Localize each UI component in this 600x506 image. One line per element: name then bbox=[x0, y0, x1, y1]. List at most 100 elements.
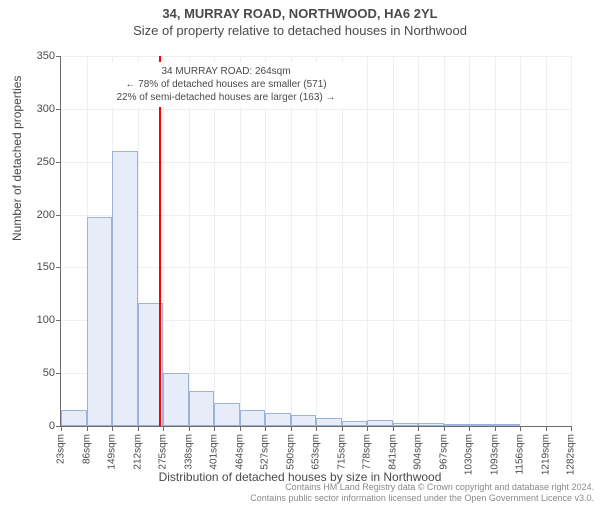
x-tick-mark bbox=[316, 426, 317, 431]
y-tick-label: 300 bbox=[15, 103, 55, 115]
x-tick-label: 23sqm bbox=[56, 434, 67, 464]
grid-horizontal bbox=[61, 109, 571, 110]
grid-horizontal bbox=[61, 267, 571, 268]
histogram-bar bbox=[163, 373, 189, 426]
x-tick-mark bbox=[367, 426, 368, 431]
histogram-bar bbox=[189, 391, 215, 426]
histogram-bar bbox=[265, 413, 291, 426]
y-tick-label: 100 bbox=[15, 314, 55, 326]
reference-line bbox=[159, 56, 161, 426]
x-tick-mark bbox=[444, 426, 445, 431]
x-tick-label: 1093sqm bbox=[489, 434, 500, 475]
x-tick-mark bbox=[291, 426, 292, 431]
y-tick-mark bbox=[56, 109, 61, 110]
x-tick-mark bbox=[495, 426, 496, 431]
grid-vertical bbox=[546, 56, 547, 426]
grid-vertical bbox=[393, 56, 394, 426]
grid-horizontal bbox=[61, 162, 571, 163]
x-tick-mark bbox=[87, 426, 88, 431]
grid-vertical bbox=[240, 56, 241, 426]
x-tick-mark bbox=[112, 426, 113, 431]
x-tick-label: 275sqm bbox=[158, 434, 169, 470]
grid-vertical bbox=[163, 56, 164, 426]
x-tick-label: 715sqm bbox=[336, 434, 347, 470]
chart-title-main: 34, MURRAY ROAD, NORTHWOOD, HA6 2YL bbox=[0, 6, 600, 21]
x-tick-label: 778sqm bbox=[362, 434, 373, 470]
grid-vertical bbox=[367, 56, 368, 426]
grid-vertical bbox=[214, 56, 215, 426]
footer-line-2: Contains public sector information licen… bbox=[250, 493, 594, 504]
y-tick-mark bbox=[56, 373, 61, 374]
x-tick-mark bbox=[189, 426, 190, 431]
histogram-bar bbox=[316, 418, 342, 426]
histogram-bar bbox=[367, 420, 393, 426]
annotation-box: 34 MURRAY ROAD: 264sqm← 78% of detached … bbox=[91, 62, 361, 107]
annotation-line: 22% of semi-detached houses are larger (… bbox=[96, 91, 356, 104]
grid-vertical bbox=[316, 56, 317, 426]
y-tick-mark bbox=[56, 56, 61, 57]
x-tick-mark bbox=[571, 426, 572, 431]
histogram-bar bbox=[469, 424, 495, 426]
grid-vertical bbox=[265, 56, 266, 426]
histogram-bar bbox=[393, 423, 419, 426]
x-tick-label: 904sqm bbox=[413, 434, 424, 470]
y-tick-mark bbox=[56, 267, 61, 268]
histogram-bar bbox=[291, 415, 317, 426]
annotation-line: ← 78% of detached houses are smaller (57… bbox=[96, 78, 356, 91]
y-tick-label: 0 bbox=[15, 420, 55, 432]
grid-vertical bbox=[291, 56, 292, 426]
grid-vertical bbox=[571, 56, 572, 426]
x-tick-mark bbox=[342, 426, 343, 431]
histogram-bar bbox=[214, 403, 240, 426]
x-tick-label: 527sqm bbox=[260, 434, 271, 470]
y-tick-label: 150 bbox=[15, 261, 55, 273]
chart-plot-area: 23sqm86sqm149sqm212sqm275sqm338sqm401sqm… bbox=[60, 56, 571, 427]
footer-attribution: Contains HM Land Registry data © Crown c… bbox=[250, 482, 594, 504]
histogram-bar bbox=[342, 421, 368, 426]
x-tick-mark bbox=[138, 426, 139, 431]
x-tick-label: 401sqm bbox=[209, 434, 220, 470]
grid-vertical bbox=[520, 56, 521, 426]
footer-line-1: Contains HM Land Registry data © Crown c… bbox=[250, 482, 594, 493]
grid-vertical bbox=[444, 56, 445, 426]
y-tick-mark bbox=[56, 162, 61, 163]
histogram-bar bbox=[61, 410, 87, 426]
y-tick-label: 250 bbox=[15, 156, 55, 168]
x-tick-label: 1219sqm bbox=[540, 434, 551, 475]
grid-vertical bbox=[495, 56, 496, 426]
x-tick-label: 212sqm bbox=[132, 434, 143, 470]
x-tick-label: 653sqm bbox=[311, 434, 322, 470]
x-tick-mark bbox=[469, 426, 470, 431]
x-tick-mark bbox=[163, 426, 164, 431]
histogram-bar bbox=[240, 410, 266, 426]
x-tick-label: 1156sqm bbox=[515, 434, 526, 474]
grid-vertical bbox=[189, 56, 190, 426]
x-tick-label: 967sqm bbox=[438, 434, 449, 470]
annotation-line: 34 MURRAY ROAD: 264sqm bbox=[96, 65, 356, 78]
histogram-bar bbox=[444, 424, 470, 426]
x-tick-label: 86sqm bbox=[81, 434, 92, 464]
histogram-bar bbox=[112, 151, 138, 426]
y-tick-label: 200 bbox=[15, 209, 55, 221]
y-tick-label: 350 bbox=[15, 50, 55, 62]
x-tick-label: 841sqm bbox=[387, 434, 398, 470]
x-tick-label: 1282sqm bbox=[566, 434, 577, 475]
x-tick-label: 1030sqm bbox=[464, 434, 475, 475]
x-tick-label: 464sqm bbox=[234, 434, 245, 470]
y-tick-mark bbox=[56, 215, 61, 216]
histogram-bar bbox=[418, 423, 444, 426]
histogram-bar bbox=[87, 217, 113, 426]
histogram-bar bbox=[495, 424, 521, 426]
x-tick-label: 338sqm bbox=[183, 434, 194, 470]
x-tick-mark bbox=[265, 426, 266, 431]
x-tick-mark bbox=[393, 426, 394, 431]
grid-vertical bbox=[418, 56, 419, 426]
grid-horizontal bbox=[61, 215, 571, 216]
x-tick-label: 590sqm bbox=[285, 434, 296, 470]
y-tick-mark bbox=[56, 320, 61, 321]
x-tick-mark bbox=[240, 426, 241, 431]
grid-horizontal bbox=[61, 56, 571, 57]
y-tick-label: 50 bbox=[15, 367, 55, 379]
x-tick-mark bbox=[418, 426, 419, 431]
grid-vertical bbox=[469, 56, 470, 426]
